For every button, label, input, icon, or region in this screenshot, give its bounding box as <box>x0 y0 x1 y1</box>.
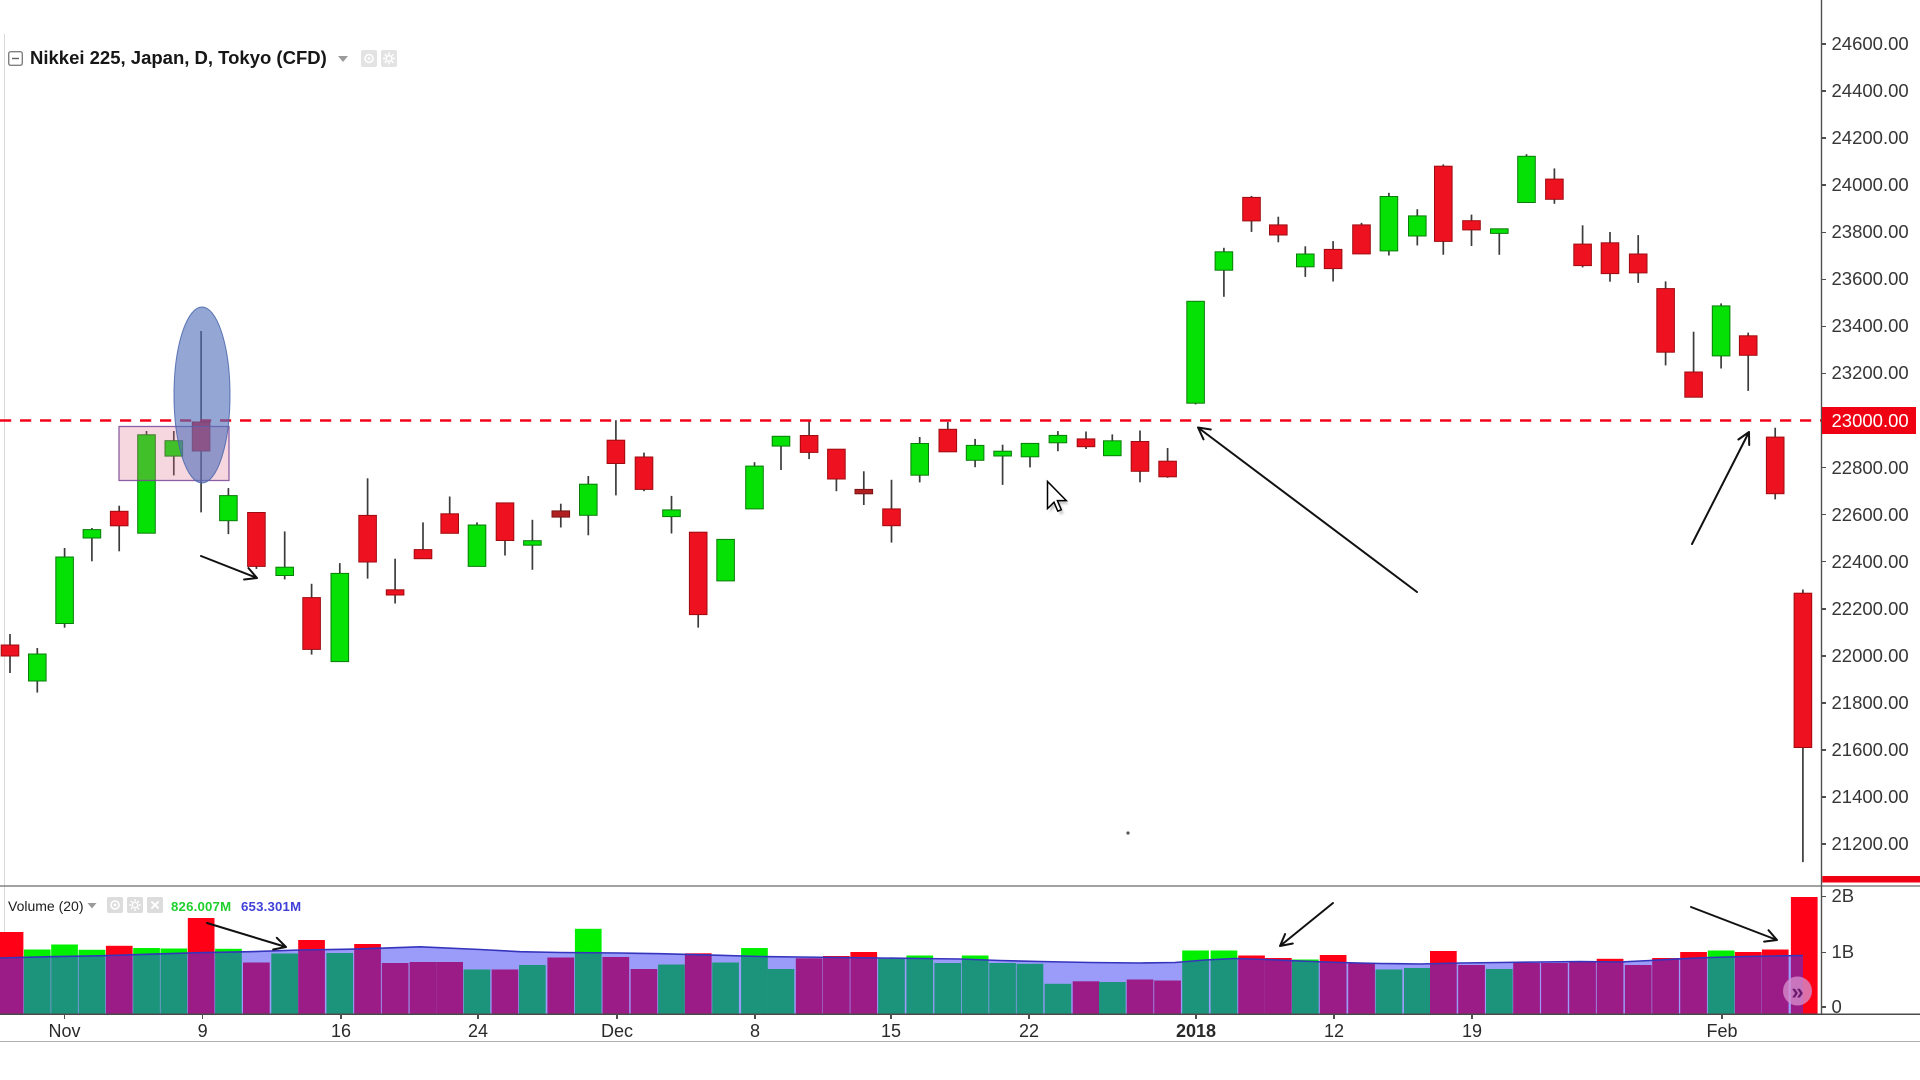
svg-text:»: » <box>1791 979 1803 1004</box>
